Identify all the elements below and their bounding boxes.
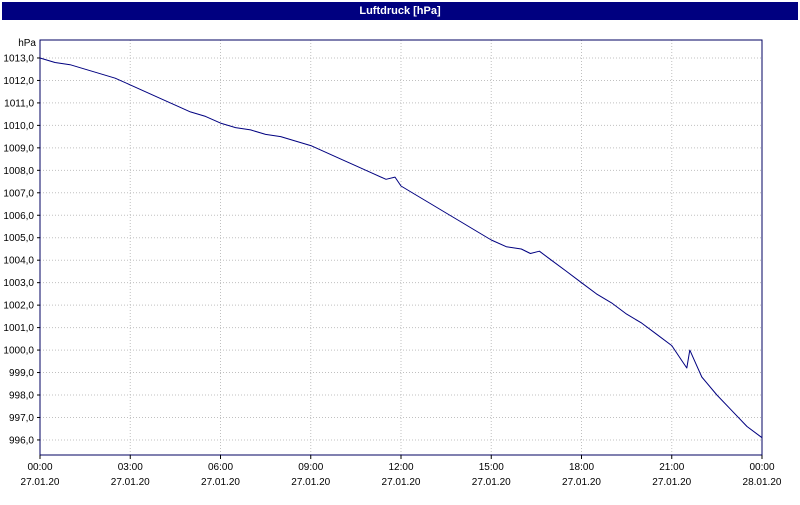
y-tick-label: 1009,0 — [3, 143, 34, 154]
x-tick-time-label: 12:00 — [388, 462, 413, 473]
y-tick-label: 997,0 — [9, 413, 34, 424]
chart-area: hPa 1013,0 1012,0 1011,0 1010,0 1009,0 1008,0 1… — [0, 22, 800, 500]
x-tick-date-label: 28.01.20 — [743, 477, 782, 488]
y-tick-label: 1008,0 — [3, 166, 34, 177]
x-tick-date-label: 27.01.20 — [562, 477, 601, 488]
y-tick-label: 1007,0 — [3, 188, 34, 199]
x-tick-time-label: 06:00 — [208, 462, 233, 473]
y-tick-label: 1013,0 — [3, 53, 34, 64]
x-tick-date-label: 27.01.20 — [111, 477, 150, 488]
x-tick-date-label: 27.01.20 — [382, 477, 421, 488]
x-tick-date-label: 27.01.20 — [291, 477, 330, 488]
y-tick-label: 1004,0 — [3, 256, 34, 267]
x-tick-time-label: 09:00 — [298, 462, 323, 473]
x-tick-time-label: 18:00 — [569, 462, 594, 473]
y-tick-label: 1000,0 — [3, 346, 34, 357]
y-tick-label: 998,0 — [9, 391, 34, 402]
gridlines — [40, 40, 762, 455]
x-axis-time-labels: 00:00 03:00 06:00 09:00 12:00 15:00 18:00 21:00… — [27, 462, 774, 473]
y-tick-label: 1001,0 — [3, 323, 34, 334]
y-tick-label: 1011,0 — [4, 98, 34, 109]
y-tick-label: 1003,0 — [3, 278, 34, 289]
y-tick-label: 1005,0 — [3, 233, 34, 244]
axis-ticks — [37, 57, 763, 459]
x-tick-date-label: 27.01.20 — [652, 477, 691, 488]
x-tick-time-label: 00:00 — [749, 462, 774, 473]
x-tick-date-label: 27.01.20 — [21, 477, 60, 488]
pressure-chart: hPa1013,01012,01011,01010,01009,01008,01… — [3, 38, 782, 488]
x-tick-time-label: 15:00 — [479, 462, 504, 473]
y-tick-label: 1010,0 — [3, 121, 34, 132]
y-tick-label: 999,0 — [9, 368, 34, 379]
x-tick-date-label: 27.01.20 — [201, 477, 240, 488]
y-tick-label: 1006,0 — [3, 211, 34, 222]
y-tick-label: 1012,0 — [3, 76, 34, 87]
chart-title: Luftdruck [hPa] — [359, 5, 441, 17]
x-axis-date-labels: 27.01.20 27.01.20 27.01.20 27.01.20 27.01.20… — [21, 477, 782, 488]
x-tick-time-label: 03:00 — [118, 462, 143, 473]
y-tick-label: 996,0 — [9, 435, 34, 446]
y-axis-labels: 1013,0 1012,0 1011,0 1010,0 1009,0 1008,0 1007… — [3, 53, 34, 446]
x-tick-date-label: 27.01.20 — [472, 477, 511, 488]
x-tick-time-label: 00:00 — [27, 462, 52, 473]
y-tick-label: 1002,0 — [3, 301, 34, 312]
y-axis-unit-label: hPa — [18, 38, 36, 49]
pressure-line — [39, 57, 763, 439]
title-bar: Luftdruck [hPa] — [2, 2, 798, 20]
x-tick-time-label: 21:00 — [659, 462, 684, 473]
